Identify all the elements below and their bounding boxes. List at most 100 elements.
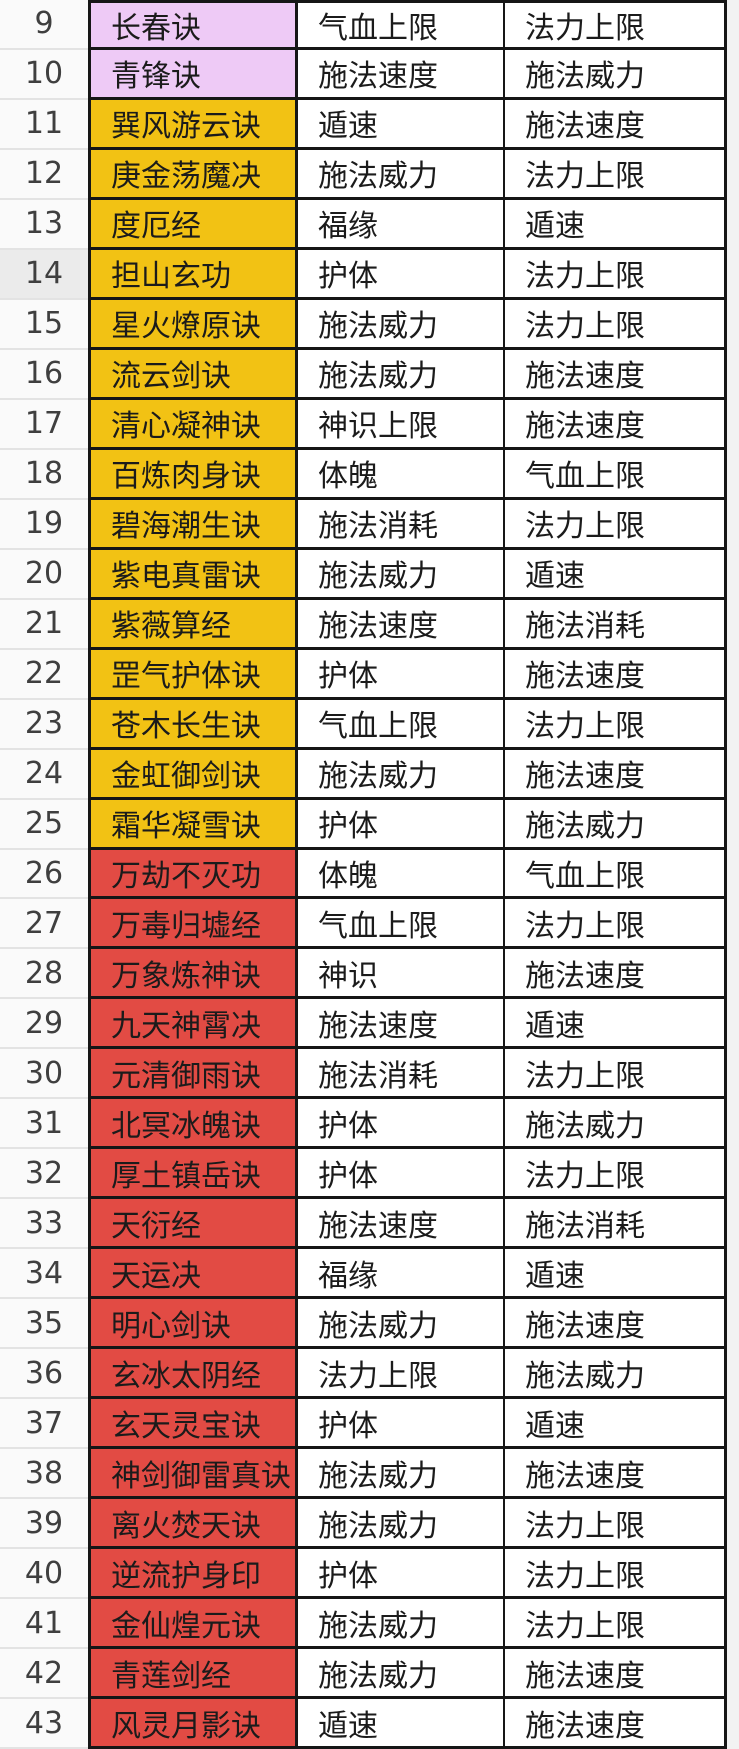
next-column-edge[interactable] bbox=[727, 1449, 739, 1500]
stat2-cell[interactable]: 施法威力 bbox=[505, 49, 727, 100]
stat1-cell[interactable]: 施法威力 bbox=[298, 1449, 505, 1500]
next-column-edge[interactable] bbox=[727, 749, 739, 800]
row-number-cell[interactable]: 39 bbox=[0, 1499, 88, 1550]
technique-name-cell[interactable]: 天运决 bbox=[88, 1249, 298, 1300]
next-column-edge[interactable] bbox=[727, 499, 739, 550]
stat2-cell[interactable]: 法力上限 bbox=[505, 899, 727, 950]
next-column-edge[interactable] bbox=[727, 649, 739, 700]
technique-name-cell[interactable]: 神剑御雷真诀 bbox=[88, 1449, 298, 1500]
row-number-cell[interactable]: 15 bbox=[0, 299, 88, 350]
stat1-cell[interactable]: 护体 bbox=[298, 649, 505, 700]
next-column-edge[interactable] bbox=[727, 199, 739, 250]
stat2-cell[interactable]: 遁速 bbox=[505, 1399, 727, 1450]
stat2-cell[interactable]: 法力上限 bbox=[505, 249, 727, 300]
next-column-edge[interactable] bbox=[727, 999, 739, 1050]
stat2-cell[interactable]: 施法速度 bbox=[505, 1649, 727, 1700]
stat1-cell[interactable]: 施法威力 bbox=[298, 1499, 505, 1550]
row-number-cell[interactable]: 40 bbox=[0, 1549, 88, 1600]
row-number-cell[interactable]: 10 bbox=[0, 49, 88, 100]
next-column-edge[interactable] bbox=[727, 799, 739, 850]
next-column-edge[interactable] bbox=[727, 549, 739, 600]
next-column-edge[interactable] bbox=[727, 1549, 739, 1600]
next-column-edge[interactable] bbox=[727, 599, 739, 650]
row-number-cell[interactable]: 28 bbox=[0, 949, 88, 1000]
stat1-cell[interactable]: 施法速度 bbox=[298, 1199, 505, 1250]
next-column-edge[interactable] bbox=[727, 1349, 739, 1400]
next-column-edge[interactable] bbox=[727, 849, 739, 900]
stat2-cell[interactable]: 施法速度 bbox=[505, 949, 727, 1000]
stat2-cell[interactable]: 施法速度 bbox=[505, 1699, 727, 1749]
row-number-cell[interactable]: 25 bbox=[0, 799, 88, 850]
stat2-cell[interactable]: 法力上限 bbox=[505, 1049, 727, 1100]
stat2-cell[interactable]: 法力上限 bbox=[505, 499, 727, 550]
technique-name-cell[interactable]: 金仙煌元诀 bbox=[88, 1599, 298, 1650]
stat2-cell[interactable]: 遁速 bbox=[505, 199, 727, 250]
next-column-edge[interactable] bbox=[727, 1649, 739, 1700]
next-column-edge[interactable] bbox=[727, 0, 739, 50]
stat1-cell[interactable]: 护体 bbox=[298, 1149, 505, 1200]
row-number-cell[interactable]: 17 bbox=[0, 399, 88, 450]
technique-name-cell[interactable]: 金虹御剑诀 bbox=[88, 749, 298, 800]
row-number-cell[interactable]: 37 bbox=[0, 1399, 88, 1450]
next-column-edge[interactable] bbox=[727, 949, 739, 1000]
stat1-cell[interactable]: 施法威力 bbox=[298, 349, 505, 400]
stat1-cell[interactable]: 施法消耗 bbox=[298, 1049, 505, 1100]
technique-name-cell[interactable]: 逆流护身印 bbox=[88, 1549, 298, 1600]
stat2-cell[interactable]: 法力上限 bbox=[505, 0, 727, 50]
next-column-edge[interactable] bbox=[727, 349, 739, 400]
stat1-cell[interactable]: 神识 bbox=[298, 949, 505, 1000]
stat1-cell[interactable]: 气血上限 bbox=[298, 699, 505, 750]
stat2-cell[interactable]: 施法速度 bbox=[505, 399, 727, 450]
stat1-cell[interactable]: 施法威力 bbox=[298, 149, 505, 200]
row-number-cell[interactable]: 30 bbox=[0, 1049, 88, 1100]
next-column-edge[interactable] bbox=[727, 1149, 739, 1200]
row-number-cell[interactable]: 27 bbox=[0, 899, 88, 950]
stat1-cell[interactable]: 福缘 bbox=[298, 1249, 505, 1300]
stat1-cell[interactable]: 护体 bbox=[298, 1549, 505, 1600]
stat2-cell[interactable]: 法力上限 bbox=[505, 1499, 727, 1550]
technique-name-cell[interactable]: 紫薇算经 bbox=[88, 599, 298, 650]
stat1-cell[interactable]: 遁速 bbox=[298, 1699, 505, 1749]
next-column-edge[interactable] bbox=[727, 399, 739, 450]
stat1-cell[interactable]: 遁速 bbox=[298, 99, 505, 150]
technique-name-cell[interactable]: 玄冰太阴经 bbox=[88, 1349, 298, 1400]
row-number-cell[interactable]: 23 bbox=[0, 699, 88, 750]
stat1-cell[interactable]: 施法威力 bbox=[298, 1299, 505, 1350]
next-column-edge[interactable] bbox=[727, 449, 739, 500]
stat1-cell[interactable]: 体魄 bbox=[298, 449, 505, 500]
stat2-cell[interactable]: 法力上限 bbox=[505, 299, 727, 350]
next-column-edge[interactable] bbox=[727, 1049, 739, 1100]
technique-name-cell[interactable]: 度厄经 bbox=[88, 199, 298, 250]
row-number-cell[interactable]: 16 bbox=[0, 349, 88, 400]
stat1-cell[interactable]: 神识上限 bbox=[298, 399, 505, 450]
row-number-cell[interactable]: 43 bbox=[0, 1699, 88, 1749]
stat2-cell[interactable]: 遁速 bbox=[505, 549, 727, 600]
next-column-edge[interactable] bbox=[727, 1499, 739, 1550]
technique-name-cell[interactable]: 担山玄功 bbox=[88, 249, 298, 300]
row-number-cell[interactable]: 38 bbox=[0, 1449, 88, 1500]
row-number-cell[interactable]: 41 bbox=[0, 1599, 88, 1650]
technique-name-cell[interactable]: 万毒归墟经 bbox=[88, 899, 298, 950]
row-number-cell[interactable]: 19 bbox=[0, 499, 88, 550]
stat2-cell[interactable]: 施法速度 bbox=[505, 99, 727, 150]
stat1-cell[interactable]: 护体 bbox=[298, 249, 505, 300]
stat1-cell[interactable]: 体魄 bbox=[298, 849, 505, 900]
stat1-cell[interactable]: 法力上限 bbox=[298, 1349, 505, 1400]
technique-name-cell[interactable]: 百炼肉身诀 bbox=[88, 449, 298, 500]
next-column-edge[interactable] bbox=[727, 1299, 739, 1350]
next-column-edge[interactable] bbox=[727, 699, 739, 750]
next-column-edge[interactable] bbox=[727, 1699, 739, 1749]
technique-name-cell[interactable]: 离火焚天诀 bbox=[88, 1499, 298, 1550]
stat2-cell[interactable]: 施法威力 bbox=[505, 799, 727, 850]
technique-name-cell[interactable]: 紫电真雷诀 bbox=[88, 549, 298, 600]
stat2-cell[interactable]: 法力上限 bbox=[505, 1549, 727, 1600]
technique-name-cell[interactable]: 青莲剑经 bbox=[88, 1649, 298, 1700]
stat1-cell[interactable]: 施法速度 bbox=[298, 999, 505, 1050]
stat1-cell[interactable]: 施法威力 bbox=[298, 549, 505, 600]
technique-name-cell[interactable]: 玄天灵宝诀 bbox=[88, 1399, 298, 1450]
technique-name-cell[interactable]: 万象炼神诀 bbox=[88, 949, 298, 1000]
technique-name-cell[interactable]: 青锋诀 bbox=[88, 49, 298, 100]
next-column-edge[interactable] bbox=[727, 149, 739, 200]
stat1-cell[interactable]: 福缘 bbox=[298, 199, 505, 250]
stat2-cell[interactable]: 法力上限 bbox=[505, 149, 727, 200]
